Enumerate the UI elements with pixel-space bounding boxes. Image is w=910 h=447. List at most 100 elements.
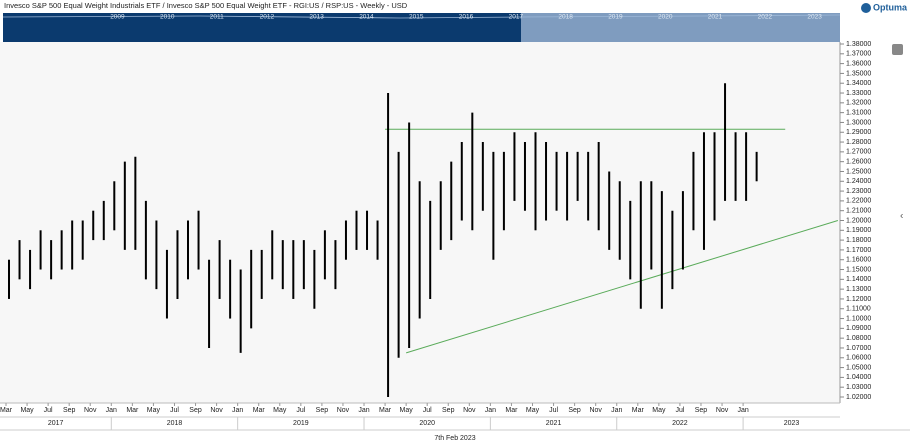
- year-label: 2022: [672, 420, 688, 427]
- x-tick-label: Nov: [210, 407, 223, 414]
- y-tick-label: 1.22000: [846, 198, 871, 205]
- lock-button[interactable]: [892, 44, 903, 55]
- x-tick-label: Sep: [568, 407, 581, 414]
- y-tick-label: 1.27000: [846, 149, 871, 156]
- brand: Optuma: [873, 2, 908, 12]
- y-tick-label: 1.23000: [846, 188, 871, 195]
- date-label: 7th Feb 2023: [434, 435, 475, 442]
- x-tick-label: Nov: [337, 407, 350, 414]
- navigator-year: 2011: [210, 14, 224, 21]
- y-tick-label: 1.26000: [846, 159, 871, 166]
- x-tick-label: May: [652, 407, 666, 414]
- navigator-year: 2017: [509, 14, 524, 21]
- x-tick-label: Jan: [737, 407, 748, 414]
- y-tick-label: 1.16000: [846, 257, 871, 264]
- collapse-arrow[interactable]: ‹: [900, 211, 903, 222]
- x-tick-label: Sep: [442, 407, 455, 414]
- y-tick-label: 1.02000: [846, 394, 871, 401]
- x-tick-label: Jan: [485, 407, 496, 414]
- navigator-year: 2021: [708, 14, 723, 21]
- y-tick-label: 1.30000: [846, 119, 871, 126]
- y-tick-label: 1.17000: [846, 247, 871, 254]
- y-tick-label: 1.20000: [846, 217, 871, 224]
- navigator-year: 2019: [608, 14, 623, 21]
- y-tick-label: 1.11000: [846, 306, 871, 313]
- y-tick-label: 1.14000: [846, 276, 871, 283]
- x-tick-label: Jul: [549, 407, 558, 414]
- y-tick-label: 1.06000: [846, 355, 871, 362]
- navigator-year: 2023: [807, 14, 822, 21]
- x-tick-label: Mar: [379, 407, 392, 414]
- navigator-year: 2022: [758, 14, 773, 21]
- navigator-year: 2012: [260, 14, 275, 21]
- x-tick-label: Jan: [106, 407, 117, 414]
- x-tick-label: Mar: [505, 407, 518, 414]
- brand-icon: [861, 3, 871, 13]
- navigator-year: 2018: [558, 14, 573, 21]
- x-tick-label: Jul: [296, 407, 305, 414]
- x-tick-label: Jul: [675, 407, 684, 414]
- navigator-year: 2015: [409, 14, 424, 21]
- x-tick-label: Nov: [84, 407, 97, 414]
- navigator-year: 2013: [309, 14, 324, 21]
- x-tick-label: Mar: [632, 407, 645, 414]
- y-tick-label: 1.34000: [846, 80, 871, 87]
- y-tick-label: 1.15000: [846, 266, 871, 273]
- x-tick-label: Jul: [170, 407, 179, 414]
- navigator-window[interactable]: [521, 13, 840, 42]
- x-tick-label: Sep: [63, 407, 76, 414]
- navigator-year: 2020: [658, 14, 673, 21]
- y-tick-label: 1.28000: [846, 139, 871, 146]
- x-tick-label: Mar: [253, 407, 266, 414]
- y-tick-label: 1.13000: [846, 286, 871, 293]
- x-tick-label: Nov: [589, 407, 602, 414]
- x-tick-label: Jan: [358, 407, 369, 414]
- y-tick-label: 1.10000: [846, 315, 871, 322]
- x-tick-label: Sep: [189, 407, 202, 414]
- y-tick-label: 1.31000: [846, 109, 871, 116]
- y-tick-label: 1.09000: [846, 325, 871, 332]
- x-tick-label: Jan: [611, 407, 622, 414]
- y-tick-label: 1.08000: [846, 335, 871, 342]
- navigator-year: 2010: [160, 14, 175, 21]
- year-label: 2021: [546, 420, 562, 427]
- x-tick-label: May: [20, 407, 34, 414]
- y-tick-label: 1.29000: [846, 129, 871, 136]
- year-label: 2020: [419, 420, 435, 427]
- x-tick-label: Sep: [316, 407, 329, 414]
- y-tick-label: 1.36000: [846, 60, 871, 67]
- y-tick-label: 1.35000: [846, 70, 871, 77]
- navigator-year: 2016: [459, 14, 474, 21]
- year-label: 2019: [293, 420, 309, 427]
- y-tick-label: 1.21000: [846, 208, 871, 215]
- y-tick-label: 1.04000: [846, 374, 871, 381]
- y-tick-label: 1.19000: [846, 227, 871, 234]
- navigator-year: 2009: [110, 14, 125, 21]
- y-tick-label: 1.12000: [846, 296, 871, 303]
- x-tick-label: Jul: [44, 407, 53, 414]
- x-tick-label: Mar: [126, 407, 139, 414]
- y-tick-label: 1.37000: [846, 51, 871, 58]
- x-tick-label: May: [147, 407, 161, 414]
- y-tick-label: 1.32000: [846, 100, 871, 107]
- x-tick-label: May: [273, 407, 287, 414]
- y-tick-label: 1.24000: [846, 178, 871, 185]
- y-tick-label: 1.33000: [846, 90, 871, 97]
- navigator-line: [2, 14, 841, 19]
- y-tick-label: 1.05000: [846, 364, 871, 371]
- year-label: 2017: [48, 420, 64, 427]
- y-tick-label: 1.25000: [846, 168, 871, 175]
- x-tick-label: Nov: [463, 407, 476, 414]
- x-tick-label: Jul: [423, 407, 432, 414]
- y-tick-label: 1.38000: [846, 41, 871, 48]
- x-tick-label: May: [526, 407, 540, 414]
- x-tick-label: Sep: [695, 407, 708, 414]
- x-tick-label: Mar: [0, 407, 13, 414]
- year-label: 2018: [167, 420, 183, 427]
- navigator-year: 2014: [359, 14, 374, 21]
- x-tick-label: Nov: [716, 407, 729, 414]
- year-label: 2023: [784, 420, 800, 427]
- y-tick-label: 1.03000: [846, 384, 871, 391]
- trend-line: [405, 220, 839, 354]
